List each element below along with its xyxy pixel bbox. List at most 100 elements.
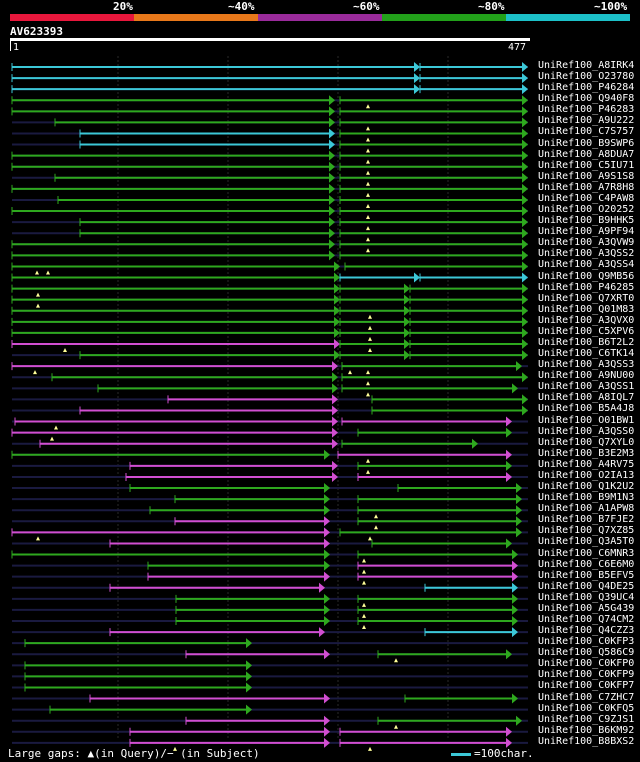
hit-label[interactable]: UniRef100_C7ZHC7 (538, 691, 635, 703)
hit-label[interactable]: UniRef100_A4RV75 (538, 458, 635, 470)
hit-label[interactable]: UniRef100_O2IA13 (538, 469, 635, 481)
query-gap-marker (362, 558, 366, 563)
hit-label[interactable]: UniRef100_B7FJE2 (538, 514, 635, 526)
hit-label[interactable]: UniRef100_A9NU00 (538, 370, 635, 382)
hit-label[interactable]: UniRef100_B3E2M3 (538, 447, 635, 459)
query-gap-marker (366, 392, 370, 397)
hit-label[interactable]: UniRef100_C0KFP0 (538, 658, 635, 670)
query-gap-marker (54, 425, 58, 430)
hit-label[interactable]: UniRef100_B9HHK5 (538, 215, 635, 227)
hit-label[interactable]: UniRef100_Q4CZZ3 (538, 625, 635, 637)
hit-label[interactable]: UniRef100_Q586C9 (538, 647, 635, 659)
hit-label[interactable]: UniRef100_C5XPV6 (538, 325, 635, 337)
hsp-end-arrow (506, 427, 512, 438)
hit-label[interactable]: UniRef100_B6KM92 (538, 724, 635, 736)
hit-label[interactable]: UniRef100_P46283 (538, 104, 635, 116)
hsp-end-arrow (522, 62, 528, 72)
hit-label[interactable]: UniRef100_B8BXS2 (538, 735, 635, 747)
query-gap-marker (63, 348, 67, 352)
hsp-end-arrow (506, 460, 512, 471)
hit-label[interactable]: UniRef100_A9U222 (538, 115, 635, 127)
hit-label[interactable]: UniRef100_O23780 (538, 71, 635, 83)
hsp-end-arrow (472, 438, 478, 449)
query-gap-marker (394, 658, 398, 663)
hit-label[interactable]: UniRef100_C6TK14 (538, 348, 635, 360)
hit-label[interactable]: UniRef100_Q74CM2 (538, 614, 635, 625)
hsp-end-arrow (522, 316, 528, 327)
hit-label[interactable]: UniRef100_Q9MB56 (538, 270, 635, 282)
hit-label[interactable]: UniRef100_Q01M83 (538, 303, 635, 315)
hit-label[interactable]: UniRef100_Q7XYL0 (538, 436, 635, 448)
hsp-end-arrow (329, 250, 335, 261)
hsp-end-arrow (516, 494, 522, 505)
query-gap-marker (374, 514, 378, 519)
hit-label[interactable]: UniRef100_B6T2L2 (538, 337, 635, 348)
query-gap-marker (366, 215, 370, 220)
hsp-end-arrow (414, 62, 420, 72)
hsp-end-arrow (334, 327, 340, 338)
hit-label[interactable]: UniRef100_A1APW8 (538, 503, 635, 515)
hit-label[interactable]: UniRef100_Q7XRT0 (538, 292, 635, 304)
hsp-end-arrow (329, 217, 335, 228)
query-id: AV623393 (10, 25, 63, 38)
hit-label[interactable]: UniRef100_A8IQL7 (538, 392, 635, 404)
hsp-end-arrow (512, 571, 518, 582)
hit-label[interactable]: UniRef100_C5IU71 (538, 159, 635, 171)
hit-label[interactable]: UniRef100_B5EFV5 (538, 569, 635, 581)
hit-label[interactable]: UniRef100_A3QVW9 (538, 237, 635, 249)
hit-label[interactable]: UniRef100_A5G439 (538, 602, 635, 614)
hit-label[interactable]: UniRef100_B9SWP6 (538, 137, 635, 149)
hit-label[interactable]: UniRef100_Q940F8 (538, 93, 635, 105)
hit-label[interactable]: UniRef100_P46285 (538, 281, 635, 293)
hsp-end-arrow (329, 183, 335, 194)
hit-label[interactable]: UniRef100_O20252 (538, 204, 635, 216)
hsp-end-arrow (404, 305, 410, 316)
hsp-end-arrow (522, 150, 528, 161)
hit-label[interactable]: UniRef100_A3QVX0 (538, 314, 635, 326)
query-gap-marker (368, 536, 372, 541)
hsp-end-arrow (414, 84, 420, 95)
hit-label[interactable]: UniRef100_C9ZJS1 (538, 713, 635, 725)
hit-label[interactable]: UniRef100_Q3A5T0 (538, 536, 635, 548)
hit-label[interactable]: UniRef100_Q1K2U2 (538, 481, 635, 493)
hit-label[interactable]: UniRef100_A9PF94 (538, 226, 635, 238)
hsp-end-arrow (329, 172, 335, 183)
hit-label[interactable]: UniRef100_C0KFP7 (538, 680, 635, 692)
hit-label[interactable]: UniRef100_A8DUA7 (538, 148, 635, 160)
hit-label[interactable]: UniRef100_A3QSS0 (538, 425, 635, 437)
hsp-end-arrow (332, 471, 338, 482)
hit-label[interactable]: UniRef100_Q39UC4 (538, 591, 635, 603)
hit-label[interactable]: UniRef100_O01BW1 (538, 414, 635, 426)
hit-label[interactable]: UniRef100_C0KFQ5 (538, 702, 635, 714)
query-gap-marker (36, 292, 40, 297)
hit-label[interactable]: UniRef100_Q7XZ85 (538, 525, 635, 537)
legend-label-80: ~80% (478, 0, 505, 13)
hit-label[interactable]: UniRef100_A3QSS2 (538, 248, 635, 260)
hsp-end-arrow (404, 350, 410, 361)
hit-label[interactable]: UniRef100_A3QSS1 (538, 381, 635, 393)
hit-label[interactable]: UniRef100_Q4DE25 (538, 580, 635, 592)
hit-label[interactable]: UniRef100_C0KFP3 (538, 636, 635, 648)
hsp-end-arrow (516, 505, 522, 516)
hsp-end-arrow (506, 726, 512, 737)
hsp-end-arrow (512, 616, 518, 626)
hit-label[interactable]: UniRef100_C0KFP9 (538, 669, 635, 681)
hit-label[interactable]: UniRef100_A8IRK4 (538, 60, 635, 71)
hit-label[interactable]: UniRef100_B5A4J8 (538, 403, 635, 415)
hit-label[interactable]: UniRef100_C6E6M0 (538, 558, 635, 570)
hit-label[interactable]: UniRef100_A9S1S8 (538, 170, 635, 182)
hit-label[interactable]: UniRef100_A3QSS3 (538, 359, 635, 371)
query-gap-marker (368, 314, 372, 319)
query-gap-marker (394, 724, 398, 729)
hit-label[interactable]: UniRef100_C4PAW8 (538, 192, 635, 204)
hsp-end-arrow (329, 128, 335, 139)
hit-label[interactable]: UniRef100_C7S757 (538, 126, 635, 138)
hit-label[interactable]: UniRef100_P46284 (538, 82, 635, 94)
hit-label[interactable]: UniRef100_B9M1N3 (538, 492, 635, 504)
hit-label[interactable]: UniRef100_A7R8H8 (538, 181, 635, 193)
hit-label[interactable]: UniRef100_A3QSS4 (538, 259, 635, 271)
hsp-end-arrow (522, 272, 528, 283)
query-gap-marker (362, 613, 366, 618)
hit-label[interactable]: UniRef100_C6MNR3 (538, 547, 635, 559)
hsp-end-arrow (506, 649, 512, 660)
